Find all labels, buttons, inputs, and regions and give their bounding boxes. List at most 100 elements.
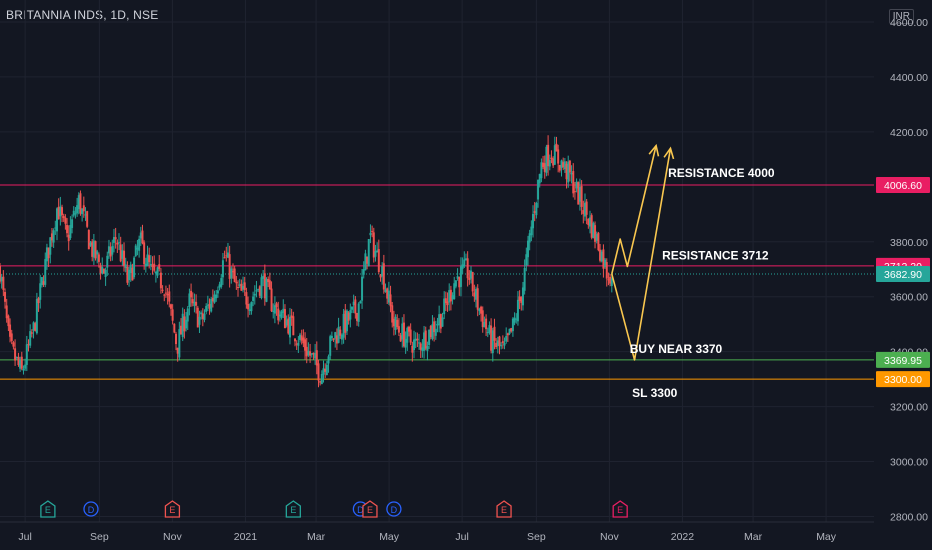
time-axis[interactable]: Jul Sep Nov 2021 Mar May Jul Sep Nov 2022 Mar May: [0, 521, 874, 543]
candle-body: [414, 338, 417, 341]
candle-body: [14, 348, 17, 361]
candle-body: [116, 242, 119, 245]
candle-body: [166, 293, 169, 296]
candle-body: [404, 338, 407, 348]
candle-body: [263, 273, 266, 299]
event-marker-label: E: [169, 505, 175, 515]
candle-body: [384, 289, 387, 292]
candle-body: [25, 344, 28, 365]
candle-body: [277, 308, 280, 321]
candle-body: [510, 328, 513, 332]
candle-body: [101, 267, 104, 274]
candle-body: [185, 319, 188, 329]
candle-body: [42, 281, 45, 285]
candle-body: [438, 314, 441, 326]
candle-body: [305, 346, 308, 357]
candle-body: [81, 208, 84, 215]
candle-body: [563, 161, 566, 170]
candle-body: [24, 364, 27, 369]
candle-body: [319, 381, 322, 383]
candle-body: [406, 327, 409, 343]
candle-body: [181, 313, 184, 337]
candle-body: [542, 162, 545, 167]
event-marker-label: D: [357, 505, 364, 515]
candle-body: [532, 213, 535, 229]
candle-body: [411, 345, 414, 353]
candle-body: [337, 326, 340, 343]
candle-body: [7, 315, 10, 327]
candle-body: [54, 227, 57, 229]
y-tick-label: 2800.00: [890, 512, 928, 524]
candle-body: [138, 238, 141, 251]
candle-body: [154, 271, 157, 274]
candle-body: [453, 283, 456, 300]
candle-body: [490, 325, 493, 351]
candle-body: [260, 277, 263, 299]
candle-body: [62, 216, 65, 219]
annotations: RESISTANCE 4000 RESISTANCE 3712 BUY NEAR 3…: [630, 166, 775, 400]
candle-body: [483, 321, 486, 328]
x-tick-label: Jul: [18, 531, 31, 543]
candle-body: [64, 217, 67, 224]
candle-body: [144, 263, 147, 267]
price-axis[interactable]: 4600.004400.004200.003800.003600.003400.…: [876, 17, 930, 524]
x-tick-label: Sep: [527, 531, 546, 543]
candle-body: [94, 241, 97, 259]
candle-body: [401, 323, 404, 340]
candle-body: [350, 306, 353, 310]
candle-body: [449, 289, 452, 302]
candle-body: [2, 276, 5, 290]
candle-body: [568, 160, 571, 173]
candle-body: [149, 263, 152, 266]
candle-body: [92, 240, 95, 258]
candle-body: [475, 288, 478, 300]
candle-body: [121, 250, 124, 259]
candle-body: [458, 277, 461, 288]
earnings-marker: [496, 500, 512, 518]
candle-body: [528, 233, 531, 243]
candle-body: [233, 268, 236, 283]
candle-body: [433, 321, 436, 333]
candle-body: [480, 306, 483, 314]
candle-body: [485, 318, 488, 330]
candle-body: [226, 252, 229, 258]
candle-body: [243, 282, 246, 290]
candle-body: [609, 276, 612, 284]
candle-body: [0, 277, 3, 282]
candle-body: [389, 294, 392, 307]
candle-body: [376, 250, 379, 253]
candle-body: [82, 205, 85, 212]
candle-body: [577, 182, 580, 205]
candle-body: [99, 265, 102, 274]
candle-body: [381, 266, 384, 277]
candle-body: [240, 283, 243, 291]
candle-body: [287, 318, 290, 334]
x-tick-label: Nov: [163, 531, 182, 543]
candle-body: [443, 298, 446, 315]
candle-body: [325, 364, 328, 376]
candle-body: [191, 299, 194, 304]
candle-body: [223, 257, 226, 259]
candle-body: [396, 319, 399, 328]
candle-body: [371, 230, 374, 232]
candle-body: [295, 343, 298, 345]
candle-body: [126, 266, 129, 283]
candle-body: [186, 308, 189, 322]
candle-body: [69, 224, 72, 239]
candle-body: [290, 315, 293, 318]
candle-body: [496, 340, 499, 346]
candle-body: [547, 144, 550, 167]
candle-body: [206, 304, 209, 306]
candle-body: [416, 338, 419, 341]
candle-body: [555, 143, 558, 152]
annotation-label: RESISTANCE 3712: [662, 249, 769, 263]
candle-body: [255, 290, 258, 292]
candle-body: [508, 328, 511, 334]
candle-body: [218, 284, 221, 288]
earnings-marker: [164, 500, 181, 518]
candle-body: [356, 312, 359, 321]
candle-body: [27, 344, 30, 346]
y-tick-label: 4600.00: [890, 17, 928, 29]
dividend-marker: [386, 501, 402, 517]
